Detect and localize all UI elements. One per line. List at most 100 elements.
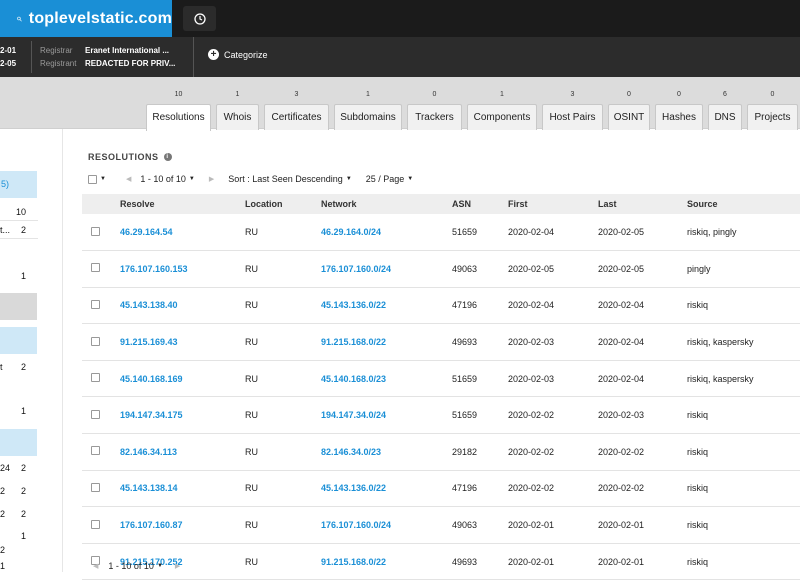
tab-whois[interactable]: Whois <box>216 104 259 130</box>
network-link[interactable]: 45.143.136.0/22 <box>321 470 452 508</box>
column-header-first[interactable]: First <box>508 194 598 214</box>
resolve-link[interactable]: 176.107.160.153 <box>120 250 245 288</box>
chevron-down-icon[interactable]: ▼ <box>407 176 414 182</box>
resolve-link[interactable]: 45.143.138.40 <box>120 287 245 325</box>
resolve-link[interactable]: 82.146.34.113 <box>120 433 245 471</box>
resolve-link[interactable]: 91.215.169.43 <box>120 323 245 361</box>
network-link[interactable]: 82.146.34.0/23 <box>321 433 452 471</box>
info-icon[interactable]: i <box>163 153 172 161</box>
tab-dns[interactable]: DNS <box>708 104 742 130</box>
search-box[interactable]: toplevelstatic.com <box>0 0 172 37</box>
sidebar-count: 2 <box>0 545 6 555</box>
row-checkbox[interactable] <box>91 556 100 566</box>
network-link[interactable]: 91.215.168.0/22 <box>321 323 452 361</box>
prev-page-icon[interactable]: ◀ <box>125 176 132 183</box>
tab-components[interactable]: Components <box>467 104 537 130</box>
page-range: 1 - 10 of 10 <box>140 174 186 184</box>
row-checkbox[interactable] <box>91 519 100 529</box>
sidebar-highlight[interactable] <box>0 171 37 198</box>
tab-osint[interactable]: OSINT <box>608 104 650 130</box>
asn-cell: 49693 <box>452 323 508 361</box>
location-cell: RU <box>245 470 321 508</box>
network-link[interactable]: 194.147.34.0/24 <box>321 396 452 435</box>
resolve-link[interactable]: 45.143.138.14 <box>120 470 245 508</box>
sidebar-item-label: t... <box>0 225 11 235</box>
network-link[interactable]: 91.215.168.0/22 <box>321 543 452 580</box>
chevron-down-icon[interactable]: ▼ <box>156 563 163 569</box>
column-header-resolve[interactable]: Resolve <box>120 194 245 214</box>
asn-cell: 49063 <box>452 506 508 544</box>
tab-subdomains[interactable]: Subdomains <box>334 104 402 130</box>
history-button[interactable] <box>183 6 216 31</box>
network-link[interactable]: 45.140.168.0/23 <box>321 360 452 398</box>
tab-hashes[interactable]: Hashes <box>655 104 703 130</box>
row-checkbox[interactable] <box>91 299 100 309</box>
sidebar-count: 2 <box>21 225 27 235</box>
location-cell: RU <box>245 396 321 435</box>
sort-select[interactable]: Sort : Last Seen Descending <box>228 174 343 184</box>
section-title-label: RESOLUTIONS <box>88 152 159 162</box>
select-all-checkbox[interactable] <box>88 174 97 184</box>
row-checkbox[interactable] <box>91 373 100 383</box>
network-link[interactable]: 176.107.160.0/24 <box>321 250 452 288</box>
source-cell: riskiq <box>687 543 800 580</box>
tab-count-certificates: 3 <box>294 91 299 98</box>
column-header-network[interactable]: Network <box>321 194 452 214</box>
row-checkbox[interactable] <box>91 482 100 492</box>
per-page-select[interactable]: 25 / Page <box>365 174 405 184</box>
network-link[interactable]: 45.143.136.0/22 <box>321 287 452 325</box>
row-checkbox[interactable] <box>91 409 100 419</box>
network-link[interactable]: 176.107.160.0/24 <box>321 506 452 544</box>
tab-count-hashes: 0 <box>677 91 681 98</box>
network-link[interactable]: 46.29.164.0/24 <box>321 214 452 252</box>
sidebar-item-label: t <box>0 362 3 372</box>
tab-count-trackers: 0 <box>432 91 437 98</box>
next-page-icon[interactable]: ▶ <box>208 176 215 183</box>
sidebar-highlight[interactable] <box>0 429 37 456</box>
row-checkbox[interactable] <box>91 446 100 456</box>
categorize-label: Categorize <box>224 49 268 60</box>
source-cell: riskiq <box>687 396 800 435</box>
resolve-link[interactable]: 45.140.168.169 <box>120 360 245 398</box>
table-row: 82.146.34.113 RU 82.146.34.0/23 29182 2020-0… <box>82 433 800 471</box>
registrar-label: Registrar <box>40 46 73 55</box>
column-header-source[interactable]: Source <box>687 194 800 214</box>
location-cell: RU <box>245 360 321 398</box>
chevron-down-icon[interactable]: ▼ <box>345 176 352 182</box>
plus-icon: + <box>208 49 219 60</box>
row-checkbox[interactable] <box>91 263 100 273</box>
column-header-asn[interactable]: ASN <box>452 194 508 214</box>
registrar-value[interactable]: Eranet International ... <box>85 46 170 55</box>
tab-projects[interactable]: Projects <box>747 104 798 130</box>
tab-trackers[interactable]: Trackers <box>407 104 462 130</box>
search-query[interactable]: toplevelstatic.com <box>28 9 172 27</box>
categorize-button[interactable]: + Categorize <box>208 49 268 60</box>
chevron-down-icon[interactable]: ▼ <box>100 176 106 182</box>
asn-cell: 51659 <box>452 214 508 252</box>
row-checkbox[interactable] <box>91 226 100 236</box>
registrant-value[interactable]: REDACTED FOR PRIV... <box>85 59 176 68</box>
first-seen-cell: 2020-02-05 <box>508 250 598 288</box>
prev-page-icon[interactable]: ◀ <box>93 563 99 570</box>
source-cell: riskiq, pingly <box>687 214 800 252</box>
resolve-link[interactable]: 176.107.160.87 <box>120 506 245 544</box>
location-cell: RU <box>245 506 321 544</box>
table-row: 194.147.34.175 RU 194.147.34.0/24 51659 2020… <box>82 396 800 435</box>
chevron-down-icon[interactable]: ▼ <box>188 176 195 182</box>
tab-host-pairs[interactable]: Host Pairs <box>542 104 603 130</box>
next-page-icon[interactable]: ▶ <box>174 563 181 570</box>
column-header-location[interactable]: Location <box>245 194 321 214</box>
column-header-last[interactable]: Last <box>598 194 687 214</box>
resolve-link[interactable]: 194.147.34.175 <box>120 396 245 435</box>
tab-certificates[interactable]: Certificates <box>264 104 329 130</box>
asn-cell: 49693 <box>452 543 508 580</box>
tab-count-subdomains: 1 <box>366 91 370 98</box>
row-checkbox[interactable] <box>91 336 100 346</box>
first-seen-cell: 2020-02-03 <box>508 323 598 361</box>
first-seen-cell: 2020-02-01 <box>508 506 598 544</box>
last-seen-cell: 2020-02-04 <box>598 360 687 398</box>
sidebar-highlight[interactable] <box>0 327 37 354</box>
tab-resolutions[interactable]: Resolutions <box>146 104 211 131</box>
resolve-link[interactable]: 46.29.164.54 <box>120 214 245 252</box>
table-row: 45.140.168.169 RU 45.140.168.0/23 51659 2020… <box>82 360 800 398</box>
